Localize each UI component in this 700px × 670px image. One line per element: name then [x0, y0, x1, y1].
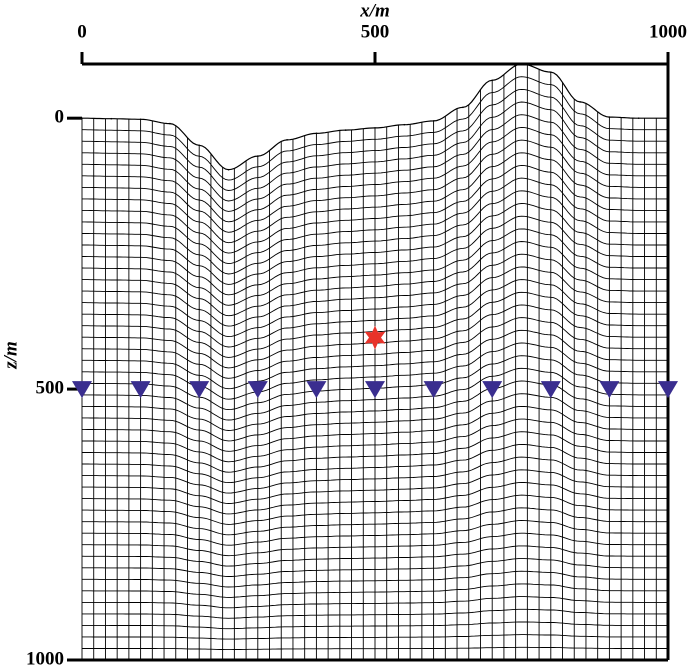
- surface-point: [403, 123, 406, 126]
- mesh-line: [82, 596, 668, 609]
- mesh-line: [82, 190, 668, 275]
- surface-point: [227, 168, 230, 171]
- mesh-line: [82, 203, 668, 285]
- mesh-line: [82, 558, 668, 577]
- mesh-line: [82, 405, 668, 452]
- mesh-line: [81, 228, 668, 306]
- y-tick-label: 0: [55, 107, 65, 128]
- mesh-line: [82, 583, 668, 598]
- mesh-line: [82, 634, 668, 640]
- mesh-line: [82, 215, 668, 296]
- surface-point: [491, 79, 494, 82]
- y-tick-label: 500: [36, 377, 65, 398]
- mesh-line: [82, 367, 668, 421]
- receiver: [658, 381, 678, 399]
- mesh-line: [82, 393, 668, 442]
- surface-point: [344, 129, 347, 131]
- mesh-line: [82, 469, 668, 504]
- receiver: [306, 381, 327, 399]
- mesh-line: [82, 494, 668, 525]
- mesh-line: [82, 431, 668, 473]
- mesh-line: [82, 570, 668, 588]
- mesh: [81, 64, 669, 660]
- surface-point: [608, 116, 611, 118]
- mesh-line: [82, 152, 668, 244]
- mesh-line: [81, 88, 668, 191]
- receiver: [130, 381, 151, 399]
- receiver: [482, 381, 503, 399]
- mesh-line: [81, 317, 668, 379]
- mesh-line: [82, 279, 668, 348]
- mesh-line: [82, 380, 668, 431]
- mesh-line: [82, 507, 668, 536]
- mesh-line: [82, 418, 668, 463]
- receiver: [599, 381, 620, 399]
- mesh-line: [82, 253, 668, 327]
- surface-point: [198, 144, 200, 147]
- mesh-line: [82, 266, 668, 338]
- surface-point: [432, 120, 435, 122]
- mesh-line: [82, 456, 668, 494]
- mesh-line: [82, 532, 668, 557]
- mesh-line: [82, 646, 668, 651]
- x-tick-label: 500: [361, 21, 390, 42]
- surface-point: [374, 127, 376, 129]
- receiver: [540, 381, 561, 399]
- surface-point: [462, 106, 464, 109]
- mesh-line: [82, 482, 668, 515]
- receiver: [423, 381, 444, 399]
- y-axis-label: z/m: [0, 341, 21, 369]
- mesh-line: [81, 545, 668, 567]
- mesh-line: [82, 139, 668, 233]
- y-tick-label: 1000: [26, 648, 64, 669]
- surface-point: [286, 139, 288, 141]
- mesh-line: [82, 443, 668, 484]
- receiver: [72, 381, 92, 399]
- surface-point: [579, 101, 581, 103]
- surface-point: [169, 122, 171, 125]
- surface-point: [315, 132, 318, 135]
- surface-point: [637, 117, 640, 119]
- receiver: [365, 381, 385, 399]
- mesh-line: [82, 114, 668, 212]
- mesh-line: [82, 342, 668, 400]
- surface-point: [110, 117, 113, 120]
- mesh-line: [82, 621, 668, 630]
- mesh-line: [82, 126, 668, 223]
- mesh-line: [82, 76, 668, 181]
- receiver: [247, 381, 268, 399]
- surface-point: [550, 71, 552, 73]
- source: [364, 325, 386, 350]
- receiver: [189, 381, 210, 399]
- mesh-line: [82, 177, 668, 265]
- surface-point: [139, 118, 142, 121]
- mesh-line: [82, 101, 668, 202]
- mesh-line: [82, 164, 668, 254]
- x-axis-label: x/m: [359, 0, 390, 21]
- surface-point: [257, 155, 259, 157]
- mesh-line: [82, 241, 668, 317]
- mesh-line: [82, 608, 668, 619]
- mesh-line: [82, 329, 668, 390]
- mesh-line: [82, 520, 668, 546]
- x-tick-label: 1000: [649, 21, 687, 42]
- x-tick-label: 0: [77, 21, 87, 42]
